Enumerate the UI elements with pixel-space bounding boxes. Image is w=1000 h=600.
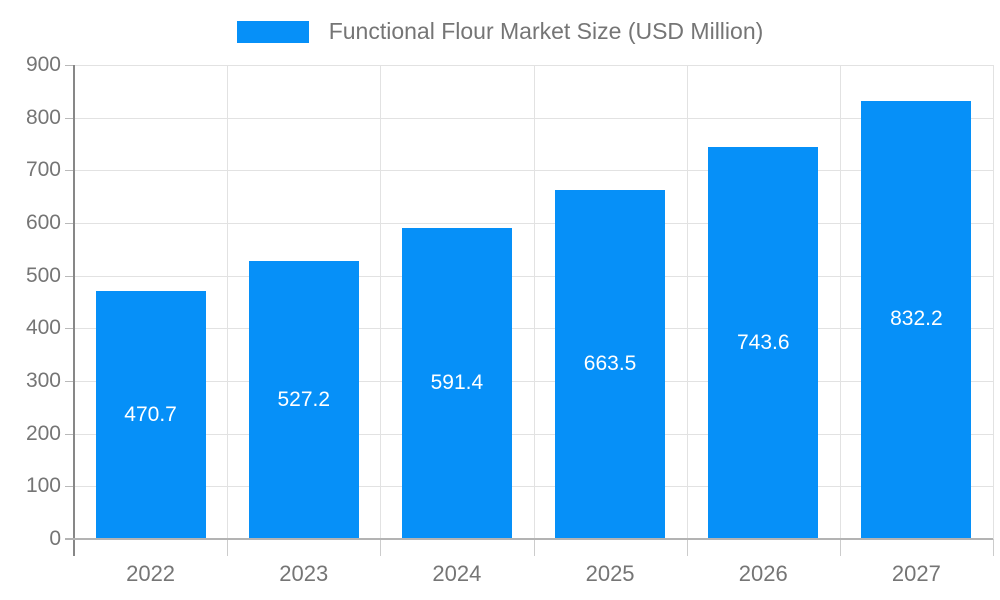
bar-2024[interactable]: 591.4 [401,227,512,538]
x-axis-label: 2023 [279,561,329,586]
legend-swatch [236,20,309,43]
y-axis-tick [65,433,74,435]
legend[interactable]: Functional Flour Market Size (USD Millio… [0,18,1000,45]
y-axis-tick [65,65,74,66]
y-axis-label: 400 [25,316,61,340]
y-axis-label: 300 [25,369,61,392]
gridline-vertical [839,65,841,539]
x-axis-tick [227,539,229,556]
y-axis-tick [65,170,74,172]
legend-label: Functional Flour Market Size (USD Millio… [328,18,764,44]
x-axis-tick [380,539,382,556]
bar-value-label: 591.4 [430,370,484,394]
gridline-vertical [686,65,688,539]
gridline-vertical [533,65,535,539]
x-axis-label: 2026 [738,561,788,586]
x-axis-tick [839,539,841,556]
x-axis-label: 2022 [126,561,176,586]
y-axis-label: 500 [25,263,61,287]
x-axis-tick [533,539,535,556]
y-axis-line [73,65,75,556]
bar-2022[interactable]: 470.7 [95,291,206,538]
bar-2025[interactable]: 663.5 [555,189,666,538]
y-axis-tick [65,275,74,277]
y-axis-label: 800 [25,105,61,129]
gridline-vertical [227,65,229,539]
x-axis-tick [993,539,994,556]
bar-value-label: 527.2 [277,387,331,411]
y-axis-tick [65,328,74,330]
x-axis-label: 2024 [432,561,482,586]
y-axis-label: 900 [25,53,61,76]
y-axis-label: 200 [25,421,61,445]
y-axis-tick [65,381,74,382]
bar-2026[interactable]: 743.6 [708,147,819,538]
bar-value-label: 470.7 [124,402,177,426]
y-axis-tick [65,486,74,488]
y-axis-label: 700 [25,158,61,182]
bar-value-label: 743.6 [736,330,790,354]
gridline-vertical [380,65,382,539]
bar-value-label: 832.2 [890,307,943,331]
bar-2023[interactable]: 527.2 [248,261,359,538]
x-axis-label: 2027 [891,561,941,586]
y-axis-tick [65,223,74,224]
x-axis-baseline [65,538,993,540]
y-axis-label: 100 [25,474,61,498]
y-axis-tick [65,117,74,119]
x-axis-label: 2025 [585,561,635,586]
y-axis-label: 600 [25,211,61,234]
y-axis-label: 0 [49,527,61,550]
bar-2027[interactable]: 832.2 [861,100,972,538]
x-axis-tick [686,539,688,556]
gridline-vertical [993,65,994,539]
bar-value-label: 663.5 [583,351,637,375]
